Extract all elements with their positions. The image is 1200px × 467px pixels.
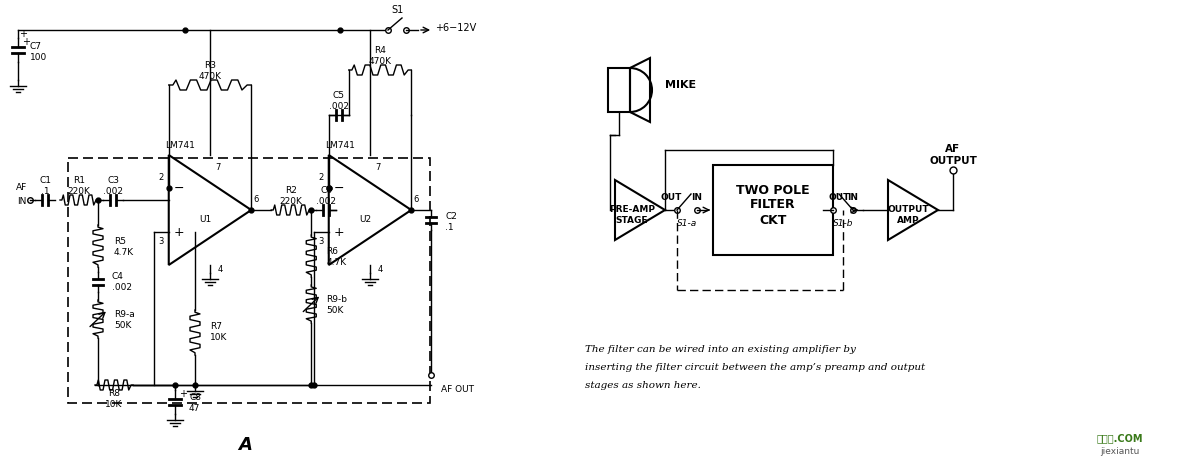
Text: 6: 6 <box>253 196 259 205</box>
Text: LM741: LM741 <box>325 141 355 149</box>
Text: +6−12V: +6−12V <box>436 23 476 33</box>
Text: R4
470K: R4 470K <box>368 46 391 66</box>
Text: +: + <box>19 29 28 39</box>
Text: PRE-AMP
STAGE: PRE-AMP STAGE <box>610 205 655 225</box>
Text: jiexiantu: jiexiantu <box>1100 447 1140 457</box>
Text: S1: S1 <box>391 5 403 15</box>
Text: −: − <box>174 182 185 194</box>
Text: OUTPUT
AMP: OUTPUT AMP <box>887 205 929 225</box>
Text: A: A <box>238 436 252 454</box>
Text: 3: 3 <box>318 238 324 247</box>
Text: R9-b
50K: R9-b 50K <box>326 295 347 315</box>
Text: R8
10K: R8 10K <box>106 389 122 409</box>
Text: C7
100: C7 100 <box>30 42 47 62</box>
Text: 接线图.COM: 接线图.COM <box>1097 433 1144 443</box>
Text: S1-b: S1-b <box>833 219 853 228</box>
Text: 2: 2 <box>318 174 323 183</box>
Text: U1: U1 <box>199 215 211 225</box>
Text: C5
.002: C5 .002 <box>329 92 349 111</box>
Text: 4: 4 <box>218 266 223 275</box>
Text: OUT: OUT <box>828 193 850 203</box>
Text: AF: AF <box>17 184 28 192</box>
Text: C6
.002: C6 .002 <box>317 186 336 205</box>
Text: R1
220K: R1 220K <box>67 177 90 196</box>
Bar <box>68 158 430 403</box>
Text: C3
.002: C3 .002 <box>103 177 124 196</box>
Text: IN: IN <box>691 193 702 203</box>
Text: R9-a
50K: R9-a 50K <box>114 310 134 330</box>
Text: 4: 4 <box>378 266 383 275</box>
Text: R7
10K: R7 10K <box>210 322 227 342</box>
Text: 2: 2 <box>158 174 163 183</box>
Text: 3: 3 <box>158 238 163 247</box>
Text: inserting the filter circuit between the amp’s preamp and output: inserting the filter circuit between the… <box>586 363 925 372</box>
Text: 7: 7 <box>215 163 221 171</box>
Text: 7: 7 <box>376 163 380 171</box>
Text: U2: U2 <box>359 215 371 225</box>
Text: stages as shown here.: stages as shown here. <box>586 381 701 390</box>
Text: R3
470K: R3 470K <box>198 61 222 81</box>
Text: 6: 6 <box>414 196 419 205</box>
Text: R6
4.7K: R6 4.7K <box>326 248 347 267</box>
Text: C2
.1: C2 .1 <box>445 212 457 232</box>
Text: C1
.1: C1 .1 <box>38 177 50 196</box>
Text: R5
4.7K: R5 4.7K <box>114 237 134 257</box>
Text: −: − <box>334 182 344 194</box>
Text: OUT: OUT <box>660 193 682 203</box>
Text: R2
220K: R2 220K <box>280 186 302 205</box>
Text: IN: IN <box>847 193 858 203</box>
Bar <box>713 165 833 255</box>
Text: S1-a: S1-a <box>677 219 697 228</box>
Text: AF
OUTPUT: AF OUTPUT <box>929 144 977 166</box>
Text: C8
47: C8 47 <box>190 393 202 413</box>
Text: +: + <box>334 226 344 239</box>
Text: The filter can be wired into an existing amplifier by: The filter can be wired into an existing… <box>586 345 856 354</box>
Text: MIKE: MIKE <box>665 80 696 90</box>
Text: TWO POLE
FILTER
CKT: TWO POLE FILTER CKT <box>736 184 810 226</box>
Text: AF OUT: AF OUT <box>442 385 474 395</box>
Text: +: + <box>22 37 30 47</box>
Text: +: + <box>179 389 187 399</box>
Bar <box>608 68 630 112</box>
Text: +: + <box>174 226 185 239</box>
Text: LM741: LM741 <box>166 141 194 149</box>
Text: C4
.002: C4 .002 <box>112 272 132 292</box>
Text: IN: IN <box>17 198 26 206</box>
